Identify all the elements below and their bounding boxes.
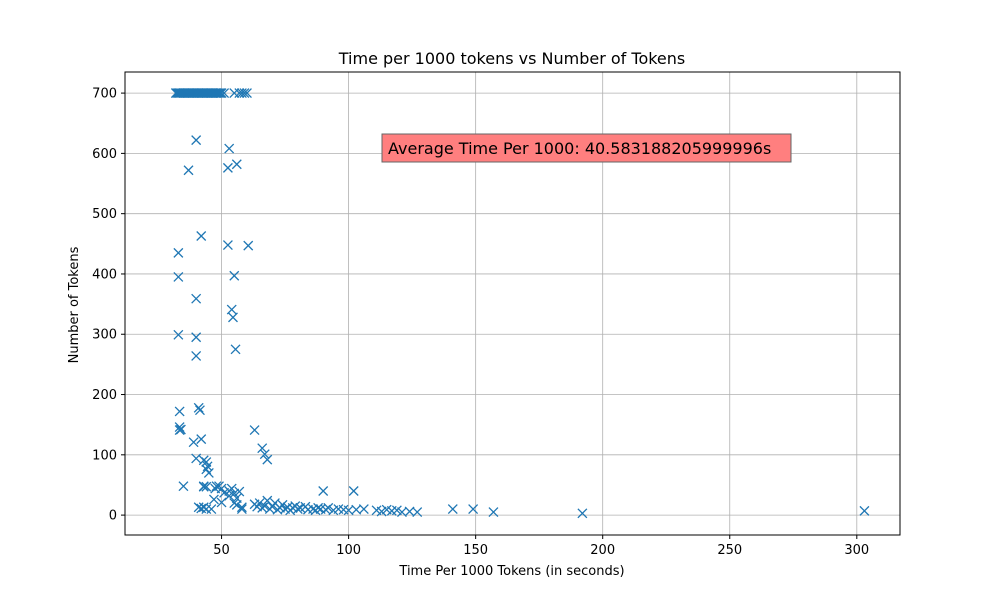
- y-tick-label: 600: [92, 147, 117, 162]
- data-point: [488, 507, 499, 518]
- data-point: [318, 486, 329, 496]
- y-axis-label: Number of Tokens: [67, 246, 82, 363]
- data-point: [259, 501, 270, 512]
- data-points: [170, 88, 870, 519]
- data-point: [174, 422, 185, 433]
- data-point: [211, 481, 222, 492]
- data-point: [191, 350, 202, 361]
- data-point: [226, 304, 237, 315]
- y-tick-label: 200: [92, 388, 117, 403]
- data-point: [183, 165, 194, 176]
- data-point: [231, 159, 242, 170]
- data-point: [397, 507, 407, 518]
- data-point: [351, 504, 362, 515]
- data-point: [191, 293, 202, 304]
- data-point: [236, 502, 247, 513]
- data-point: [243, 240, 254, 251]
- data-point: [215, 88, 226, 99]
- data-point: [201, 481, 212, 492]
- data-point: [859, 505, 870, 516]
- data-point: [222, 162, 233, 173]
- data-point: [226, 483, 237, 494]
- data-point: [222, 240, 233, 250]
- y-tick-label: 300: [92, 328, 117, 343]
- data-point: [219, 487, 230, 498]
- y-tick-label: 700: [92, 87, 117, 102]
- data-point: [191, 135, 202, 146]
- data-point: [323, 502, 334, 513]
- data-point: [262, 454, 273, 465]
- data-point: [262, 495, 273, 506]
- data-point: [193, 402, 204, 413]
- data-point: [188, 437, 199, 448]
- y-tick-label: 400: [92, 267, 117, 282]
- data-point: [206, 504, 217, 515]
- data-point: [404, 506, 415, 517]
- x-tick-label: 300: [844, 543, 869, 558]
- data-point: [198, 481, 209, 492]
- data-point: [173, 272, 184, 282]
- x-axis-label: Time Per 1000 Tokens (in seconds): [398, 564, 624, 579]
- data-point: [174, 406, 185, 417]
- data-point: [203, 467, 214, 478]
- data-point: [358, 504, 369, 515]
- data-point: [348, 486, 359, 496]
- data-point: [173, 247, 184, 258]
- y-tick-label: 0: [109, 509, 117, 524]
- data-point: [230, 344, 241, 355]
- data-point: [577, 508, 588, 519]
- data-point: [219, 88, 230, 99]
- data-point: [216, 88, 227, 99]
- average-annotation: Average Time Per 1000: 40.58318820599999…: [381, 133, 792, 163]
- x-tick-label: 150: [463, 543, 488, 558]
- axes-frame: [124, 71, 901, 536]
- data-point: [229, 270, 240, 281]
- data-point: [191, 453, 202, 464]
- data-point: [412, 507, 423, 518]
- y-tick-label: 500: [92, 207, 117, 222]
- x-tick-label: 100: [336, 543, 361, 558]
- data-point: [343, 505, 354, 516]
- data-point: [178, 481, 189, 492]
- data-point: [313, 502, 324, 513]
- annotation-box: [381, 133, 792, 163]
- data-point: [191, 332, 202, 343]
- data-point: [259, 449, 270, 460]
- data-point: [228, 312, 238, 323]
- data-point: [194, 405, 205, 416]
- y-tick-label: 100: [92, 448, 117, 463]
- y-ticks: 0 100 200 300 400 500 600 700: [92, 87, 125, 524]
- data-point: [208, 494, 219, 505]
- data-point: [196, 434, 207, 445]
- data-point: [249, 425, 260, 436]
- data-point: [254, 498, 265, 509]
- data-point: [216, 497, 227, 508]
- x-tick-label: 200: [590, 543, 615, 558]
- x-tick-label: 250: [717, 543, 742, 558]
- data-point: [234, 486, 245, 497]
- data-point: [242, 88, 252, 99]
- data-point: [196, 231, 207, 241]
- data-point: [224, 143, 235, 154]
- data-point: [447, 504, 458, 515]
- data-point: [292, 504, 303, 515]
- data-point: [239, 88, 250, 99]
- data-point: [236, 504, 247, 515]
- data-point: [175, 424, 186, 435]
- x-tick-label: 50: [213, 543, 230, 558]
- x-ticks: 50 100 150 200 250 300: [213, 535, 869, 558]
- data-point: [173, 329, 184, 340]
- chart-title: Time per 1000 tokens vs Number of Tokens: [338, 49, 686, 68]
- data-point: [468, 504, 479, 515]
- data-point: [257, 443, 268, 454]
- annotation-text: Average Time Per 1000: 40.58318820599999…: [388, 139, 771, 158]
- data-point: [224, 490, 235, 501]
